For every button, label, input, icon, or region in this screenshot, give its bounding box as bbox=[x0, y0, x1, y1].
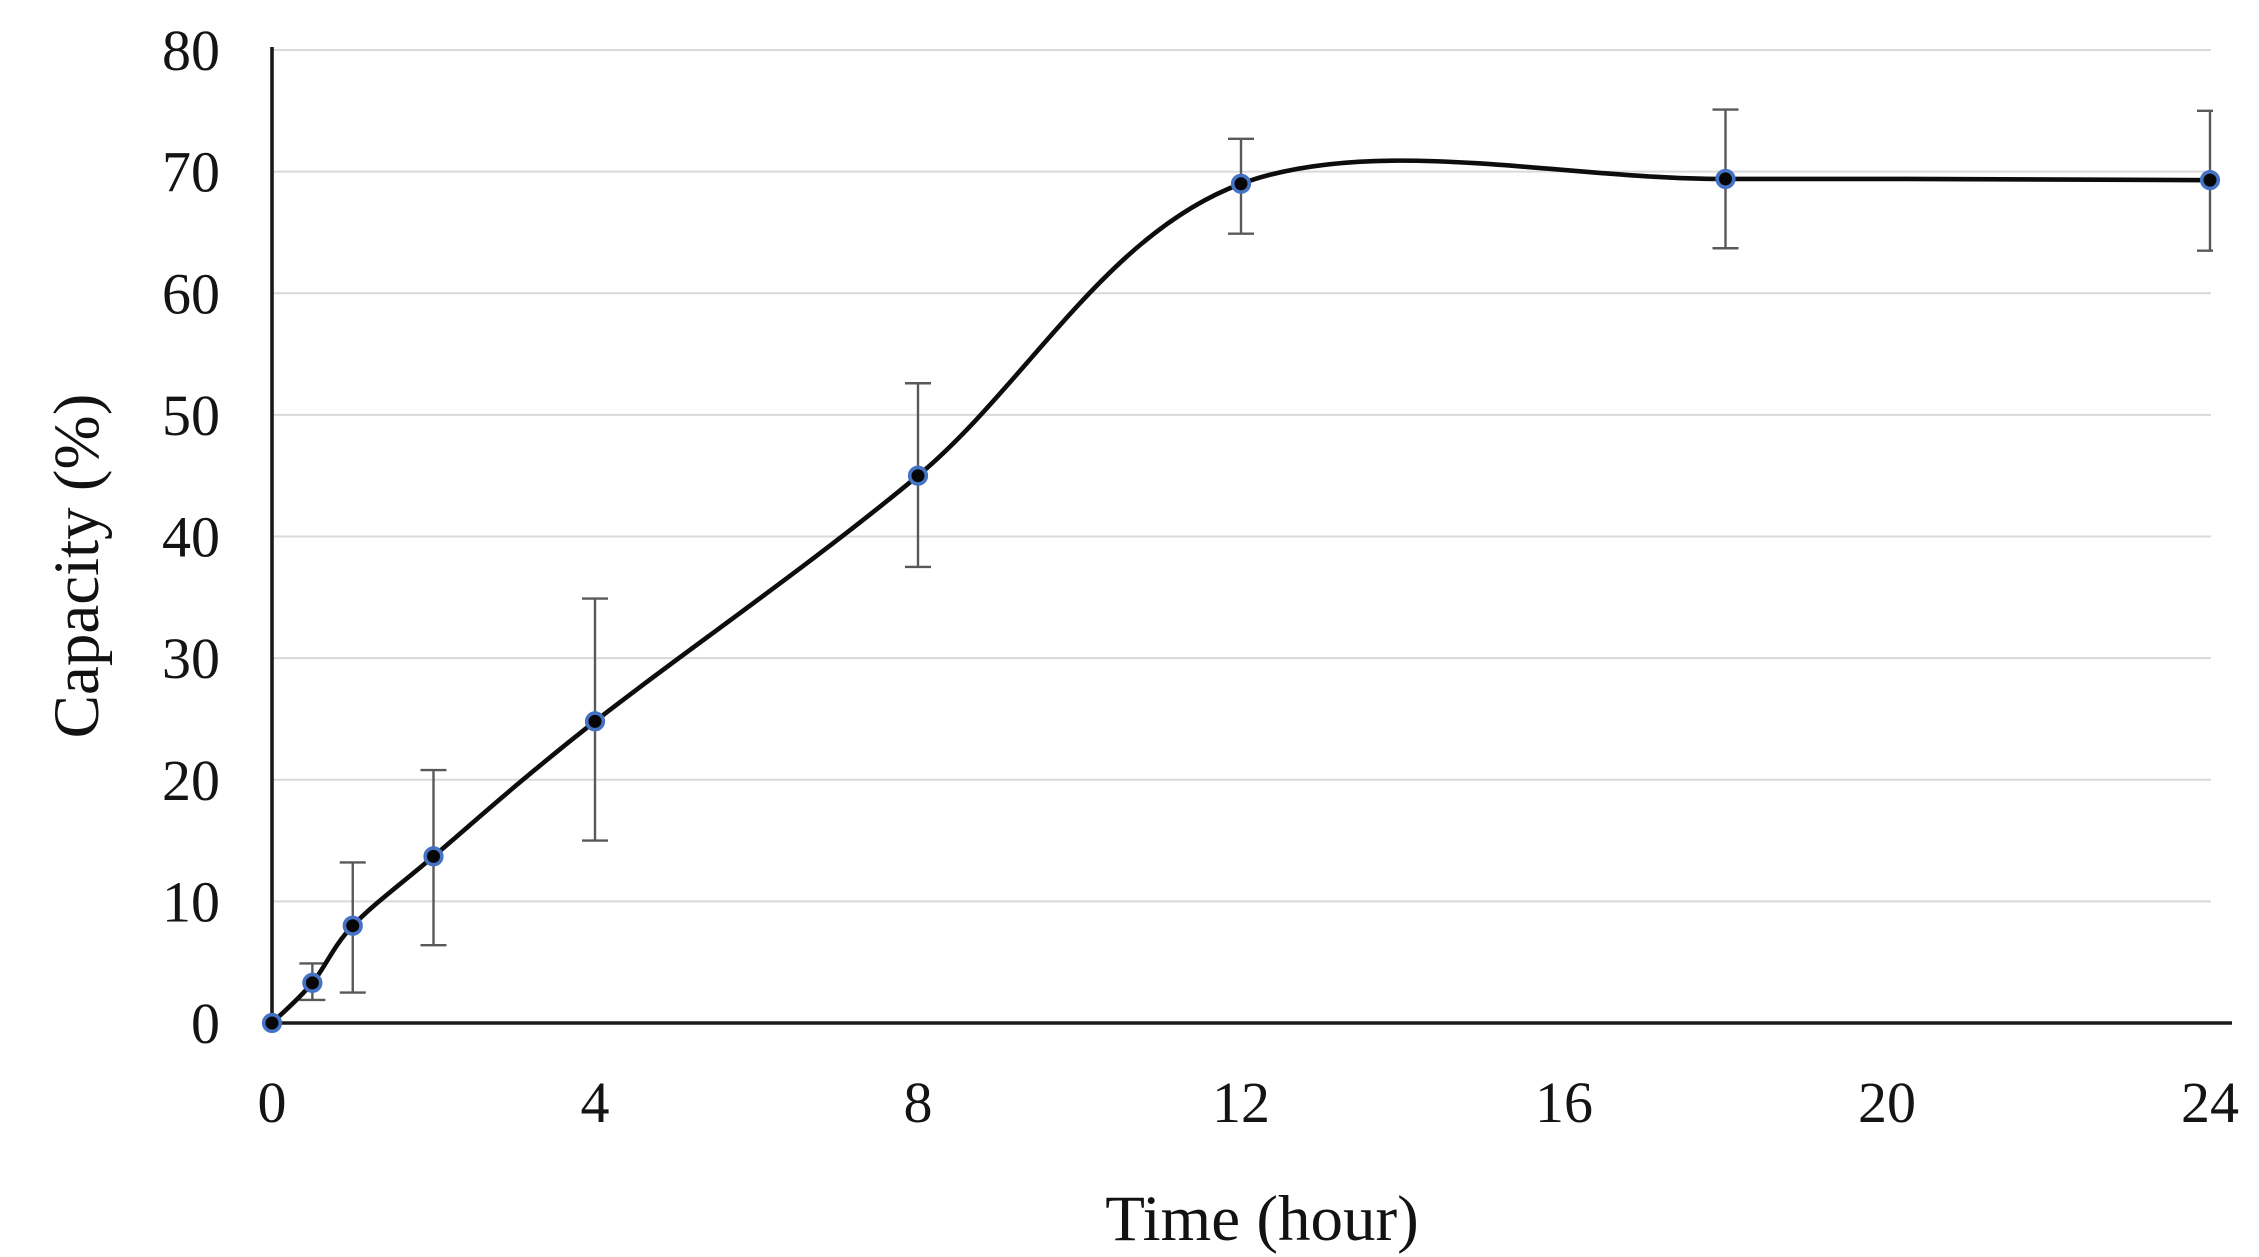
y-tick-label: 20 bbox=[162, 748, 220, 813]
y-tick-label: 30 bbox=[162, 626, 220, 691]
y-tick-label: 50 bbox=[162, 383, 220, 448]
x-tick-label: 4 bbox=[581, 1070, 610, 1135]
x-tick-label: 24 bbox=[2181, 1070, 2239, 1135]
x-tick-label: 20 bbox=[1858, 1070, 1916, 1135]
x-tick-label: 12 bbox=[1212, 1070, 1270, 1135]
y-tick-label: 0 bbox=[191, 991, 220, 1056]
x-tick-label: 0 bbox=[258, 1070, 287, 1135]
y-tick-label: 10 bbox=[162, 869, 220, 934]
error-bars bbox=[299, 108, 2213, 1002]
y-tick-label: 70 bbox=[162, 140, 220, 205]
x-tick-label: 16 bbox=[1535, 1070, 1593, 1135]
y-axis-title: Capacity (%) bbox=[41, 394, 113, 739]
y-tick-labels: 0 10 20 30 40 50 60 70 80 bbox=[162, 18, 220, 1056]
series-line bbox=[269, 158, 2213, 1026]
x-tick-labels: 0 4 8 12 16 20 24 bbox=[258, 1070, 2240, 1135]
data-point-markers bbox=[261, 168, 2221, 1034]
y-tick-label: 40 bbox=[162, 505, 220, 570]
y-tick-label: 60 bbox=[162, 261, 220, 326]
x-tick-label: 8 bbox=[904, 1070, 933, 1135]
x-axis-title: Time (hour) bbox=[1105, 1183, 1419, 1255]
y-tick-label: 80 bbox=[162, 18, 220, 83]
